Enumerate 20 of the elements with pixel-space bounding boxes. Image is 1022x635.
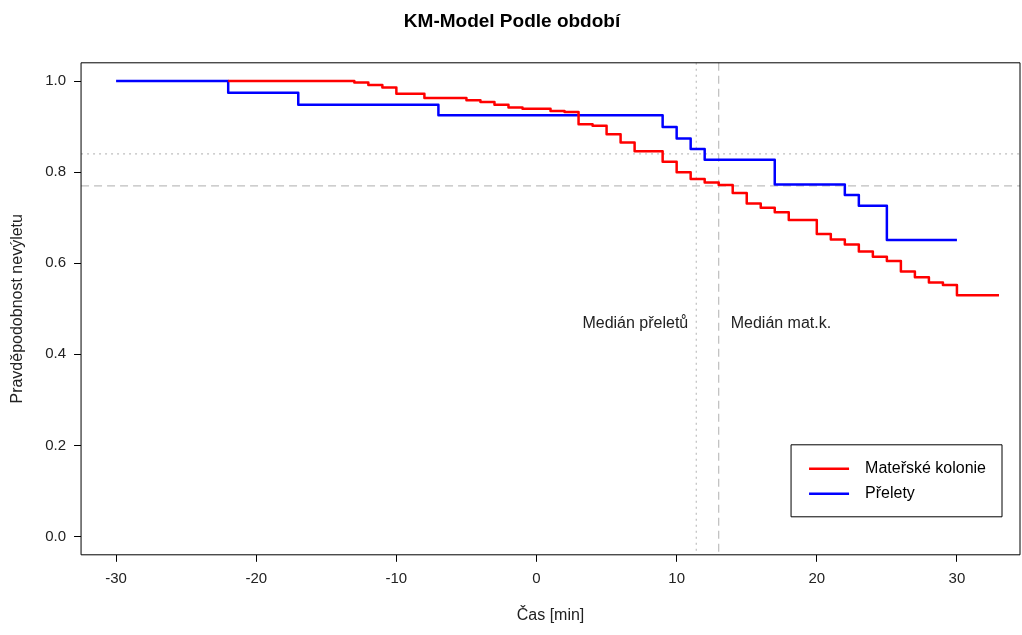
y-tick-label: 0.8 (45, 162, 67, 180)
y-tick-label: 1.0 (45, 71, 67, 89)
y-tick-label: 0.4 (45, 344, 67, 362)
y-tick-label: 0.2 (45, 435, 67, 453)
x-tick-label: 10 (668, 568, 685, 586)
y-tick-label: 0.6 (45, 253, 67, 271)
x-tick-label: 30 (948, 568, 966, 586)
legend-label: Přelety (865, 484, 915, 502)
x-tick-label: 20 (808, 568, 826, 586)
x-tick-label: -10 (385, 568, 408, 586)
chart-title: KM-Model Podle období (403, 9, 621, 31)
x-tick-label: -30 (105, 568, 127, 586)
ref-line-label: Medián přeletů (582, 313, 689, 331)
legend-label: Mateřské kolonie (865, 459, 987, 477)
x-tick-label: -20 (245, 568, 268, 586)
y-tick-label: 0.0 (45, 526, 67, 544)
y-axis-title: Pravděpodobnost nevýletu (8, 214, 26, 404)
x-tick-label: 0 (532, 568, 541, 586)
ref-line-label: Medián mat.k. (730, 313, 832, 331)
x-axis-title: Čas [min] (516, 604, 585, 623)
